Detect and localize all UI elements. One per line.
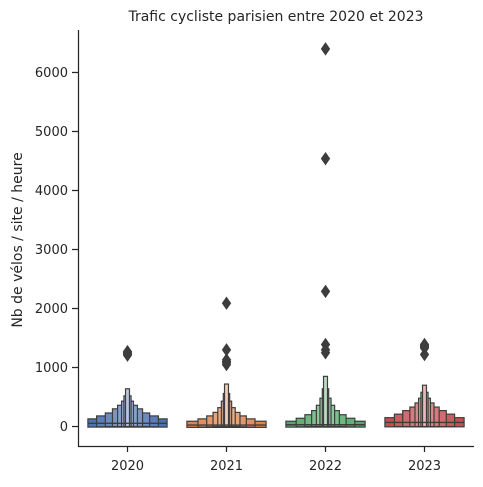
y-tick-label: 2000 bbox=[35, 302, 68, 317]
outlier-point bbox=[221, 353, 232, 367]
y-tick-label: 4000 bbox=[35, 184, 68, 199]
outlier-point bbox=[419, 337, 430, 352]
y-tick-label: 5000 bbox=[35, 125, 68, 140]
y-tick-label: 3000 bbox=[35, 243, 68, 258]
chart-title: Trafic cycliste parisien entre 2020 et 2… bbox=[127, 9, 423, 25]
x-tick-label: 2020 bbox=[111, 459, 144, 474]
boxen-2021 bbox=[186, 296, 267, 429]
x-axis-ticks: 2020 2021 2022 2023 bbox=[111, 446, 441, 474]
outlier-point bbox=[320, 42, 331, 56]
boxen-box bbox=[421, 384, 428, 428]
x-tick-label: 2022 bbox=[309, 459, 342, 474]
boxen-2023 bbox=[384, 337, 465, 428]
y-tick-label: 0 bbox=[60, 420, 68, 435]
boxen-2020 bbox=[87, 344, 168, 428]
y-axis-label: Nb de vélos / site / heure bbox=[10, 152, 26, 327]
boxen-box bbox=[322, 375, 329, 428]
y-tick-label: 1000 bbox=[35, 361, 68, 376]
outlier-point bbox=[221, 343, 232, 357]
outlier-point bbox=[320, 284, 331, 299]
boxen-2022 bbox=[285, 42, 366, 428]
y-axis-ticks: 0 1000 2000 3000 4000 5000 6000 bbox=[35, 66, 78, 435]
outlier-point bbox=[320, 337, 331, 352]
outlier-point bbox=[320, 151, 331, 166]
y-tick-label: 6000 bbox=[35, 66, 68, 81]
outlier-point bbox=[221, 296, 232, 310]
outlier-point bbox=[122, 344, 133, 359]
x-tick-label: 2023 bbox=[408, 459, 441, 474]
boxen-box bbox=[124, 388, 131, 428]
plot-area bbox=[87, 42, 465, 429]
x-tick-label: 2021 bbox=[210, 459, 243, 474]
boxen-box bbox=[223, 383, 230, 428]
